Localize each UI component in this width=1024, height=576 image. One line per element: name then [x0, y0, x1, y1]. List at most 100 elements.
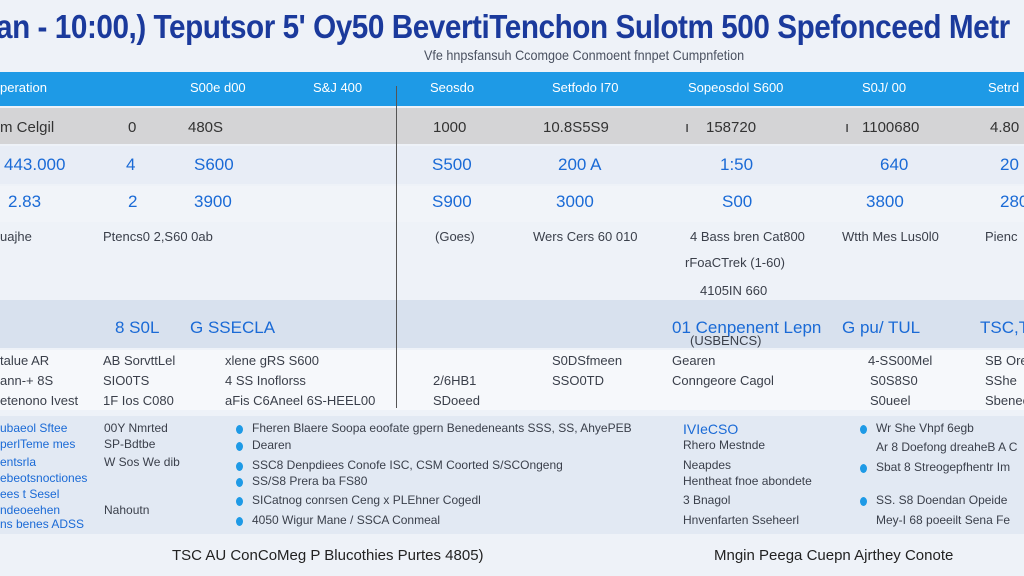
- table-cell: Conngeore Cagol: [672, 373, 774, 388]
- table-cell: 1000: [433, 119, 467, 136]
- page-title: an - 10:00,) Teputsor 5' Oy50 BevertiTen…: [0, 8, 1010, 45]
- detail-label: ubaeol Sftee: [0, 421, 68, 435]
- detail-label: ebeotsnoctiones: [0, 471, 88, 485]
- detail-item: Mey-I 68 poeeilt Sena Fe: [876, 513, 1011, 527]
- detail-value: W Sos We dib: [104, 455, 180, 469]
- detail-value: Nahoutn: [104, 503, 150, 517]
- column-header[interactable]: S0J/ 00: [862, 80, 907, 95]
- table-cell: S00: [722, 192, 753, 211]
- table-cell: Pienc: [985, 229, 1018, 244]
- table-cell: 4 SS Inoflorss: [225, 373, 306, 388]
- row-bg: [0, 350, 1024, 410]
- table-cell: G SSECLA: [190, 318, 276, 337]
- row-bg: [0, 186, 1024, 222]
- column-header[interactable]: Sopeosdol S600: [688, 80, 784, 95]
- table-cell: TSC,TS: [980, 318, 1024, 337]
- detail-label: perlTeme mes: [0, 437, 76, 451]
- detail-label: Hnvenfarten Sseheerl: [683, 513, 800, 527]
- bullet-icon: [236, 462, 243, 471]
- table-cell: S500: [432, 155, 472, 174]
- table-cell: S600: [194, 155, 234, 174]
- table-cell: rFoaCTrek (1-60): [685, 255, 785, 270]
- table-cell: 480S: [188, 119, 224, 136]
- table-cell: 4: [126, 155, 136, 174]
- table-cell: 10.8S5S9: [543, 119, 609, 136]
- detail-label: 3 Bnagol: [683, 493, 731, 507]
- bullet-icon: [860, 425, 867, 434]
- table-cell: xlene gRS S600: [225, 353, 319, 368]
- table-cell: etenono Ivest: [0, 393, 79, 408]
- table-cell: Gearen: [672, 353, 716, 368]
- column-header[interactable]: Setfodo I70: [552, 80, 619, 95]
- column-header[interactable]: peration: [0, 80, 47, 95]
- detail-label: Rhero Mestnde: [683, 438, 766, 452]
- table-cell: SB Oren: [985, 353, 1024, 368]
- detail-label: IVIeCSO: [683, 421, 739, 437]
- detail-label: Hentheat fnoe abondete: [683, 474, 812, 488]
- table-cell: 2.83: [8, 192, 42, 211]
- column-header[interactable]: Seosdo: [430, 80, 475, 95]
- table-cell: 158720: [706, 119, 757, 136]
- table-cell: uajhe: [0, 229, 32, 244]
- detail-label: Neapdes: [683, 458, 732, 472]
- table-cell: SSO0TD: [552, 373, 605, 388]
- table-cell: S0S8S0: [870, 373, 918, 388]
- detail-item: 4050 Wigur Mane / SSCA Conmeal: [252, 513, 441, 527]
- table-cell: S0ueel: [870, 393, 911, 408]
- detail-item: Wr She Vhpf 6egb: [876, 421, 974, 435]
- detail-item: Dearen: [252, 438, 292, 452]
- bullet-icon: [236, 442, 243, 451]
- detail-label: ees t Sesel: [0, 487, 60, 501]
- table-cell: SIO0TS: [103, 373, 150, 388]
- detail-value: 00Y Nmrted: [104, 421, 168, 435]
- table-cell: ann-+ 8S: [0, 373, 54, 388]
- table-cell: 280: [1000, 192, 1024, 211]
- table-cell: S900: [432, 192, 472, 211]
- table-cell: (USBENCS): [690, 333, 762, 348]
- row-bg: [0, 146, 1024, 184]
- table-cell: 200 A: [558, 155, 602, 174]
- table-cell: 1F Ios C080: [103, 393, 174, 408]
- table-cell: 01 Cenpenent Lepn: [672, 318, 822, 337]
- column-divider: [396, 86, 397, 408]
- detail-item: Sbat 8 Streogepfhentr Im: [876, 460, 1011, 474]
- table-cell: 2/6HB1: [433, 373, 477, 388]
- column-header[interactable]: S00e d00: [190, 80, 246, 95]
- table-cell: S0DSfmeen: [552, 353, 623, 368]
- bullet-icon: [236, 478, 243, 487]
- bullet-icon: [236, 517, 243, 526]
- table-cell: 2: [128, 192, 138, 211]
- detail-item: SS. S8 Doendan Opeide: [876, 493, 1008, 507]
- table-cell: 3900: [194, 192, 232, 211]
- table-cell: 4105IN 660: [700, 283, 768, 298]
- table-header-bar: [0, 72, 1024, 106]
- table-cell: AB SorvttLel: [103, 353, 176, 368]
- table-cell: talue AR: [0, 353, 50, 368]
- footer-right-note: Mngin Peega Cuepn Ajrthey Conote: [714, 547, 954, 564]
- table-cell: SShe: [985, 373, 1017, 388]
- table-cell: 0: [128, 119, 137, 136]
- table-cell: (Goes): [435, 229, 475, 244]
- table-cell: 4.80: [990, 119, 1020, 136]
- table-cell: 443.000: [4, 155, 66, 174]
- detail-item: SSC8 Denpdiees Conofe ISC, CSM Coorted S…: [252, 458, 563, 472]
- column-header[interactable]: S&J 400: [313, 80, 363, 95]
- table-cell: Wers Cers 60 010: [533, 229, 638, 244]
- table-cell: Sbenee: [985, 393, 1024, 408]
- column-header[interactable]: Setrd: [988, 80, 1020, 95]
- details-panel: [0, 416, 1024, 534]
- table-cell: 4 Bass bren Cat800: [690, 229, 805, 244]
- bullet-icon: [860, 464, 867, 473]
- table-cell: 20: [1000, 155, 1019, 174]
- table-cell: G pu/ TUL: [842, 318, 921, 337]
- table-cell: 640: [880, 155, 909, 174]
- detail-label: entsrla: [0, 455, 37, 469]
- table-cell: m Celgil: [0, 119, 55, 136]
- table-cell: 3000: [556, 192, 594, 211]
- table-cell: 1100680: [862, 119, 920, 136]
- bullet-icon: [236, 425, 243, 434]
- detail-item: Fheren Blaere Soopa eoofate gpern Benede…: [252, 421, 632, 435]
- table-cell: 1:50: [720, 155, 754, 174]
- table-cell: aFis C6Aneel 6S-HEEL00: [225, 393, 376, 408]
- footer-left-note: TSC AU ConCoMeg P Blucothies Purtes 4805…: [172, 547, 484, 564]
